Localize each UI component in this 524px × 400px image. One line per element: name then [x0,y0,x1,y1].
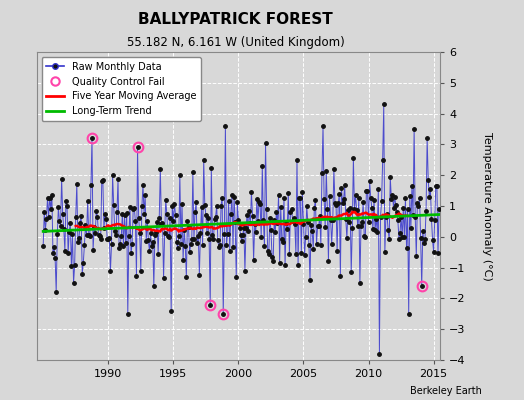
Y-axis label: Temperature Anomaly (°C): Temperature Anomaly (°C) [483,132,493,280]
Text: 55.182 N, 6.161 W (United Kingdom): 55.182 N, 6.161 W (United Kingdom) [127,36,345,49]
Text: BALLYPATRICK FOREST: BALLYPATRICK FOREST [138,12,333,27]
Legend: Raw Monthly Data, Quality Control Fail, Five Year Moving Average, Long-Term Tren: Raw Monthly Data, Quality Control Fail, … [41,57,201,121]
Text: Berkeley Earth: Berkeley Earth [410,386,482,396]
